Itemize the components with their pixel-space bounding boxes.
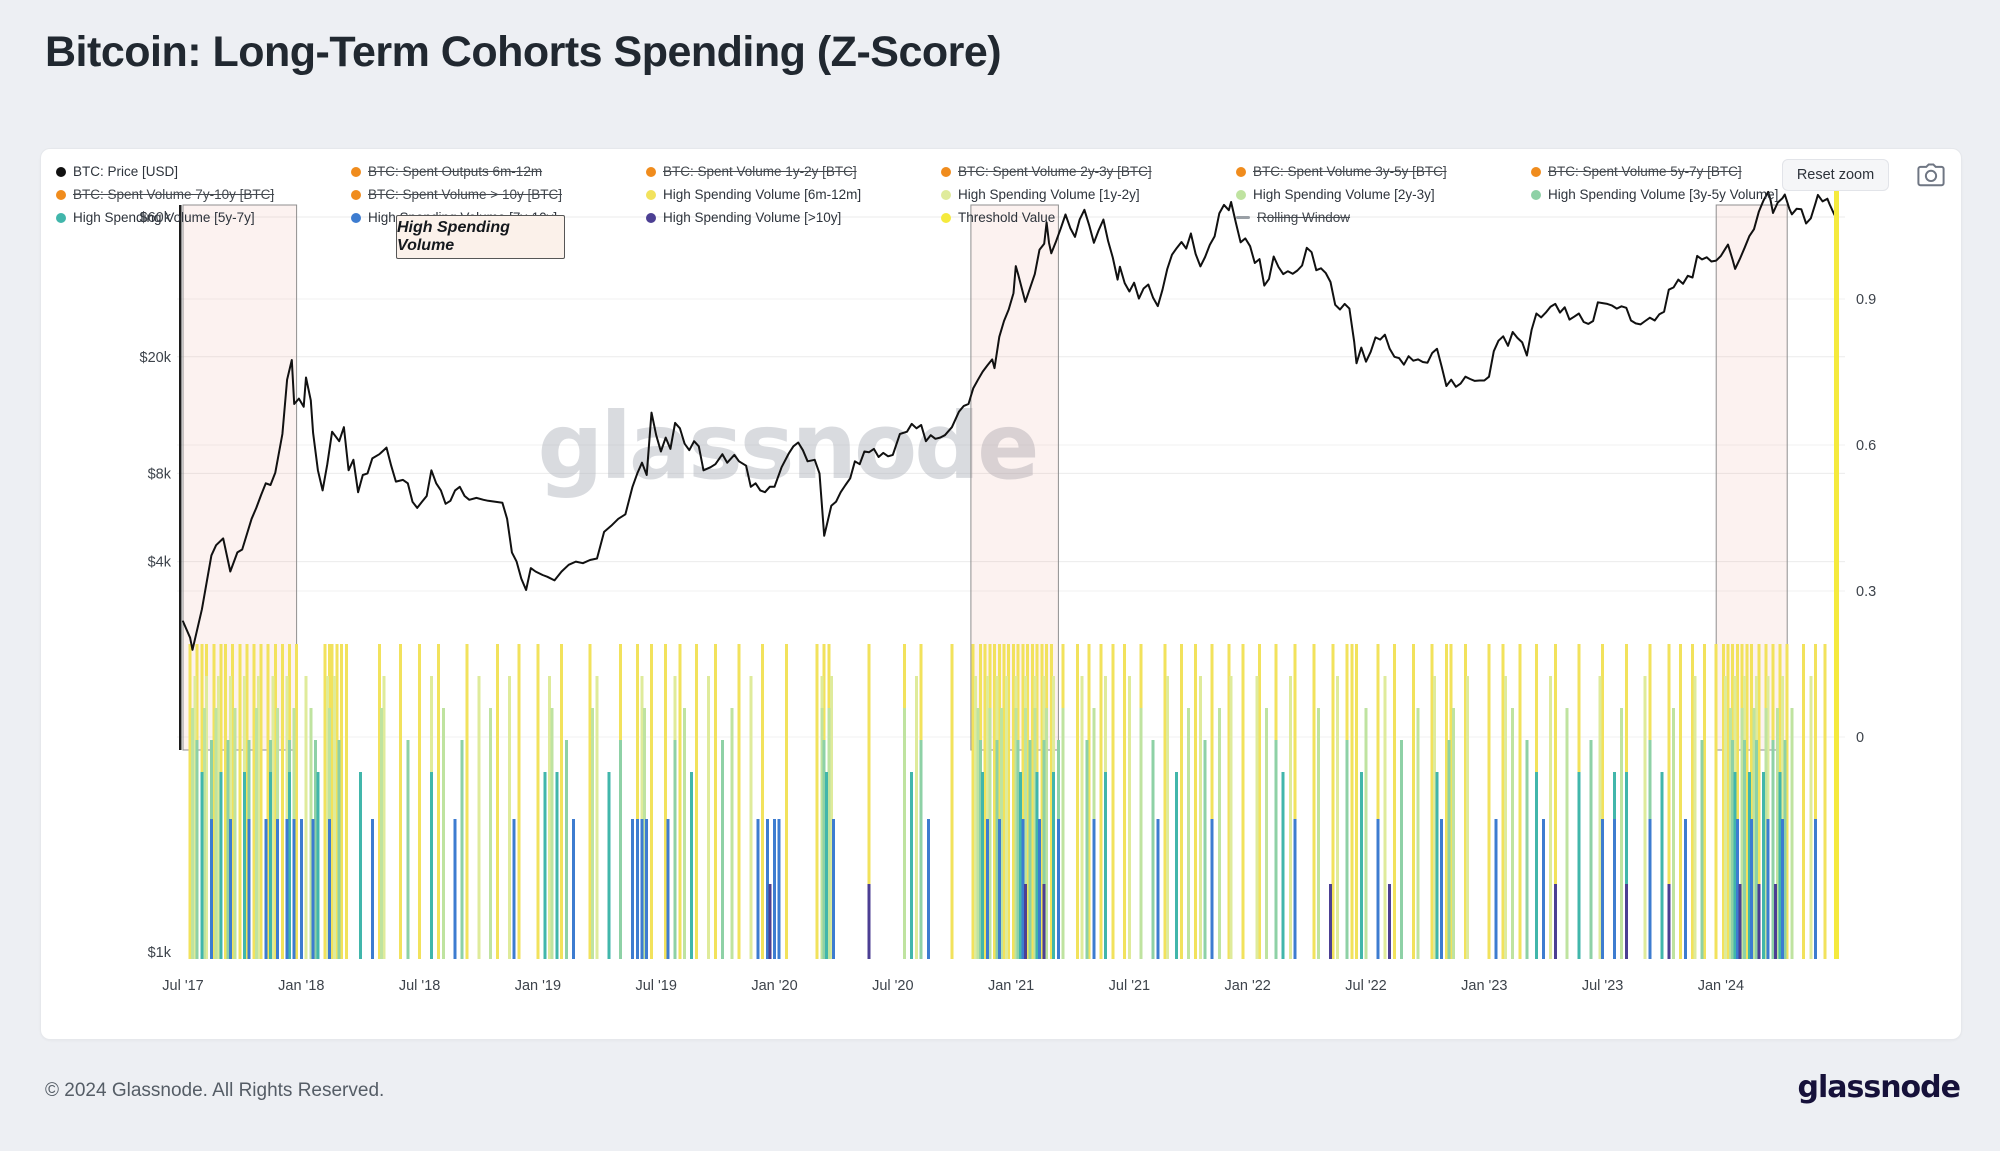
y-axis-left-tick: $20k bbox=[140, 350, 172, 366]
btc-price-line bbox=[182, 190, 1838, 651]
x-axis-tick-jul-19: Jul '19 bbox=[635, 978, 676, 994]
x-axis-tick-jul-18: Jul '18 bbox=[399, 978, 440, 994]
legend-label: BTC: Spent Volume 3y-5y [BTC] bbox=[1253, 164, 1447, 179]
dot-marker bbox=[1236, 166, 1246, 177]
camera-icon[interactable] bbox=[1917, 163, 1945, 187]
dot-marker bbox=[941, 189, 951, 200]
x-axis-tick-jan-24: Jan '24 bbox=[1698, 978, 1744, 994]
legend-label: Threshold Value bbox=[958, 210, 1056, 225]
legend-item-high-spending-volume-2y-3y[interactable]: High Spending Volume [2y-3y] bbox=[1236, 187, 1531, 202]
x-axis-tick-jul-21: Jul '21 bbox=[1109, 978, 1150, 994]
y-axis-right-tick: 0.6 bbox=[1856, 438, 1876, 454]
legend-label: BTC: Spent Volume 5y-7y [BTC] bbox=[1548, 164, 1742, 179]
dot-marker bbox=[56, 212, 66, 223]
bars-5y-7y bbox=[200, 772, 1782, 959]
x-axis-tick-jan-18: Jan '18 bbox=[278, 978, 324, 994]
legend-item-btc-spent-volume-2y-3y-btc[interactable]: BTC: Spent Volume 2y-3y [BTC] bbox=[941, 164, 1236, 179]
reset-zoom-button[interactable]: Reset zoom bbox=[1782, 159, 1889, 191]
legend-item-btc-spent-volume-5y-7y-btc[interactable]: BTC: Spent Volume 5y-7y [BTC] bbox=[1531, 164, 1826, 179]
plot-area[interactable] bbox=[183, 200, 1845, 959]
legend-label: High Spending Volume [5y-7y] bbox=[73, 210, 255, 225]
threshold-line bbox=[1834, 172, 1839, 959]
legend-label: BTC: Price [USD] bbox=[73, 164, 179, 179]
legend-item-high-spending-volume-10y[interactable]: High Spending Volume [>10y] bbox=[646, 210, 941, 225]
bars-7y-10y bbox=[209, 819, 1817, 959]
y-axis-right-tick: 0 bbox=[1856, 730, 1864, 746]
footer-copyright: © 2024 Glassnode. All Rights Reserved. bbox=[45, 1080, 385, 1101]
dot-marker bbox=[941, 212, 951, 223]
x-axis-tick-jan-19: Jan '19 bbox=[515, 978, 561, 994]
annotation-high-spending-volume: High Spending Volume bbox=[396, 215, 565, 259]
legend-label: High Spending Volume [>10y] bbox=[663, 210, 842, 225]
legend-label: BTC: Spent Volume > 10y [BTC] bbox=[368, 187, 562, 202]
legend-item-threshold-value[interactable]: Threshold Value bbox=[941, 210, 1236, 225]
legend-item-high-spending-volume-3y-5y-volume[interactable]: High Spending Volume [3y-5y Volume] bbox=[1531, 187, 1826, 202]
glassnode-logo: glassnode bbox=[1797, 1070, 1961, 1105]
dot-marker bbox=[1531, 166, 1541, 177]
x-axis-tick-jul-20: Jul '20 bbox=[872, 978, 913, 994]
legend-label: High Spending Volume [3y-5y Volume] bbox=[1548, 187, 1779, 202]
y-axis-left-tick: $8k bbox=[148, 466, 172, 482]
legend-item-high-spending-volume-6m-12m[interactable]: High Spending Volume [6m-12m] bbox=[646, 187, 941, 202]
legend-label: BTC: Spent Volume 1y-2y [BTC] bbox=[663, 164, 857, 179]
y-axis-left-tick: $60k bbox=[140, 210, 172, 226]
dot-marker bbox=[56, 166, 66, 177]
chart-legend: BTC: Price [USD] BTC: Spent Outputs 6m-12… bbox=[56, 160, 1826, 229]
legend-item-btc-price-usd[interactable]: BTC: Price [USD] bbox=[56, 164, 351, 179]
dot-marker bbox=[56, 189, 66, 200]
y-axis-left-tick: $4k bbox=[148, 555, 172, 571]
legend-label: Rolling Window bbox=[1257, 210, 1351, 225]
legend-item-btc-spent-outputs-6m-12m[interactable]: BTC: Spent Outputs 6m-12m bbox=[351, 164, 646, 179]
x-axis-tick-jul-17: Jul '17 bbox=[162, 978, 203, 994]
glassnode-watermark: glassnode bbox=[538, 393, 1037, 500]
legend-label: BTC: Spent Outputs 6m-12m bbox=[368, 164, 543, 179]
dot-marker bbox=[351, 166, 361, 177]
dot-marker bbox=[1236, 189, 1246, 200]
legend-item-high-spending-volume-5y-7y[interactable]: High Spending Volume [5y-7y] bbox=[56, 210, 351, 225]
legend-item-btc-spent-volume-10y-btc[interactable]: BTC: Spent Volume > 10y [BTC] bbox=[351, 187, 646, 202]
x-axis-tick-jul-22: Jul '22 bbox=[1345, 978, 1386, 994]
x-axis-tick-jan-22: Jan '22 bbox=[1225, 978, 1271, 994]
legend-item-btc-spent-volume-3y-5y-btc[interactable]: BTC: Spent Volume 3y-5y [BTC] bbox=[1236, 164, 1531, 179]
dot-marker bbox=[646, 189, 656, 200]
y-axis-left-tick: $1k bbox=[148, 945, 172, 961]
bars-gt10y bbox=[768, 884, 1777, 959]
dot-marker bbox=[351, 189, 361, 200]
legend-label: High Spending Volume [2y-3y] bbox=[1253, 187, 1435, 202]
y-axis-right-tick: 0.9 bbox=[1856, 292, 1876, 308]
dot-marker bbox=[351, 212, 361, 223]
legend-label: High Spending Volume [1y-2y] bbox=[958, 187, 1140, 202]
legend-label: BTC: Spent Volume 2y-3y [BTC] bbox=[958, 164, 1152, 179]
legend-item-btc-spent-volume-7y-10y-btc[interactable]: BTC: Spent Volume 7y-10y [BTC] bbox=[56, 187, 351, 202]
dot-marker bbox=[646, 166, 656, 177]
dot-marker bbox=[941, 166, 951, 177]
price-axis-line bbox=[179, 205, 182, 750]
legend-label: High Spending Volume [6m-12m] bbox=[663, 187, 862, 202]
y-axis-right-tick: 0.3 bbox=[1856, 584, 1876, 600]
legend-item-high-spending-volume-1y-2y[interactable]: High Spending Volume [1y-2y] bbox=[941, 187, 1236, 202]
legend-item-rolling-window[interactable]: Rolling Window bbox=[1236, 210, 1531, 225]
page-title: Bitcoin: Long-Term Cohorts Spending (Z-S… bbox=[45, 28, 1002, 76]
legend-label: BTC: Spent Volume 7y-10y [BTC] bbox=[73, 187, 275, 202]
x-axis-tick-jan-23: Jan '23 bbox=[1461, 978, 1507, 994]
legend-item-btc-spent-volume-1y-2y-btc[interactable]: BTC: Spent Volume 1y-2y [BTC] bbox=[646, 164, 941, 179]
x-axis-tick-jan-21: Jan '21 bbox=[988, 978, 1034, 994]
line-marker bbox=[1236, 216, 1250, 219]
dot-marker bbox=[646, 212, 656, 223]
x-axis-tick-jul-23: Jul '23 bbox=[1582, 978, 1623, 994]
x-axis-tick-jan-20: Jan '20 bbox=[751, 978, 797, 994]
dot-marker bbox=[1531, 189, 1541, 200]
